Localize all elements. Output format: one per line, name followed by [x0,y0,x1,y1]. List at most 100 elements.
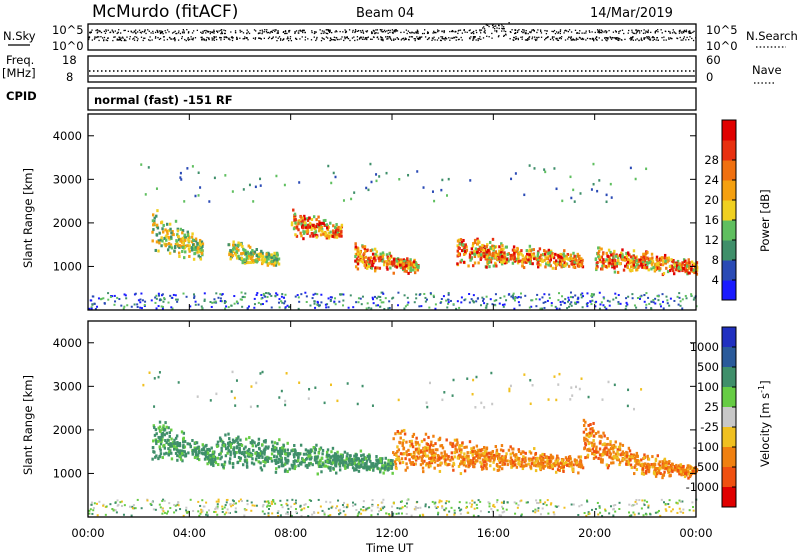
nsky-point [621,29,624,31]
echo-pixel [332,454,335,458]
echo-pixel [293,212,297,216]
nsky-point [274,30,276,33]
nsky-point [271,31,274,33]
nsky-point [501,23,503,25]
echo-pixel [250,501,253,504]
echo-pixel [151,213,155,217]
echo-pixel [171,296,174,299]
echo-pixel [365,508,368,511]
echo-pixel [324,464,328,468]
echo-pixel [340,234,343,238]
echo-pixel [453,513,456,516]
nsky-point [389,36,391,38]
nsky-point [682,39,684,41]
nsky-point [290,39,293,42]
nsky-point [362,32,365,34]
echo-pixel [572,265,576,269]
echo-pixel [278,448,282,452]
nsky-point [363,38,365,40]
echo-pixel [186,167,189,170]
echo-pixel [561,199,564,203]
nsky-point [132,38,134,40]
nsky-point [154,36,157,38]
echo-pixel [442,455,445,459]
echo-pixel [562,258,565,262]
echo-pixel [316,300,319,303]
nsky-point [228,37,230,39]
echo-pixel [167,452,171,456]
nsky-point [663,39,665,41]
echo-pixel [421,513,424,516]
nsky-point [230,36,233,39]
echo-pixel [365,459,369,463]
echo-pixel [626,257,630,261]
echo-pixel [642,514,645,517]
echo-pixel [605,193,608,197]
echo-pixel [162,223,165,227]
echo-pixel [277,510,280,513]
echo-pixel [161,427,164,431]
echo-pixel [577,296,580,299]
echo-pixel [204,455,208,459]
echo-pixel [626,260,630,264]
echo-pixel [433,502,436,505]
echo-pixel [253,250,257,254]
echo-pixel [375,463,379,467]
echo-pixel [391,505,394,508]
echo-pixel [566,256,569,260]
nsky-point [605,39,607,41]
nsky-point [606,37,609,39]
echo-pixel [158,241,161,245]
echo-pixel [291,498,294,501]
echo-pixel [512,292,515,295]
nsky-point [164,30,166,32]
nsky-point [579,30,581,32]
echo-pixel [281,301,284,304]
echo-pixel [369,459,372,463]
echo-pixel [354,245,357,249]
nsky-point [211,37,213,39]
nsky-point [159,37,162,40]
echo-pixel [513,257,516,261]
echo-pixel [320,456,324,460]
echo-pixel [92,509,95,512]
nsky-point [296,38,298,41]
echo-pixel [523,258,526,262]
echo-pixel [382,464,385,468]
nsky-point [451,30,453,33]
echo-pixel [114,300,117,303]
echo-pixel [310,231,314,235]
nsky-point [509,38,511,40]
echo-pixel [561,300,564,303]
nsky-point [692,39,695,42]
nsky-point [389,29,391,32]
nsky-point [526,39,528,41]
echo-pixel [332,231,335,235]
echo-pixel [387,465,390,469]
echo-pixel [538,255,541,259]
echo-pixel [502,256,505,260]
echo-pixel [414,443,418,447]
nsky-point [185,39,187,42]
echo-pixel [302,452,306,456]
echo-pixel [107,292,110,295]
echo-pixel [233,251,237,255]
echo-pixel [460,249,464,253]
echo-pixel [228,253,231,257]
echo-pixel [196,456,199,460]
echo-pixel [388,306,391,309]
nsky-point [128,38,131,40]
echo-pixel [539,253,543,257]
echo-pixel [220,300,223,303]
nsky-point [118,38,121,41]
echo-pixel [230,505,233,508]
nsky-point [255,30,257,32]
nsky-point [182,29,184,31]
echo-pixel [229,453,232,457]
echo-pixel [316,293,319,296]
nsky-point [431,37,434,39]
echo-pixel [248,245,252,249]
nsky-point [267,31,270,34]
nsky-point [619,30,621,32]
